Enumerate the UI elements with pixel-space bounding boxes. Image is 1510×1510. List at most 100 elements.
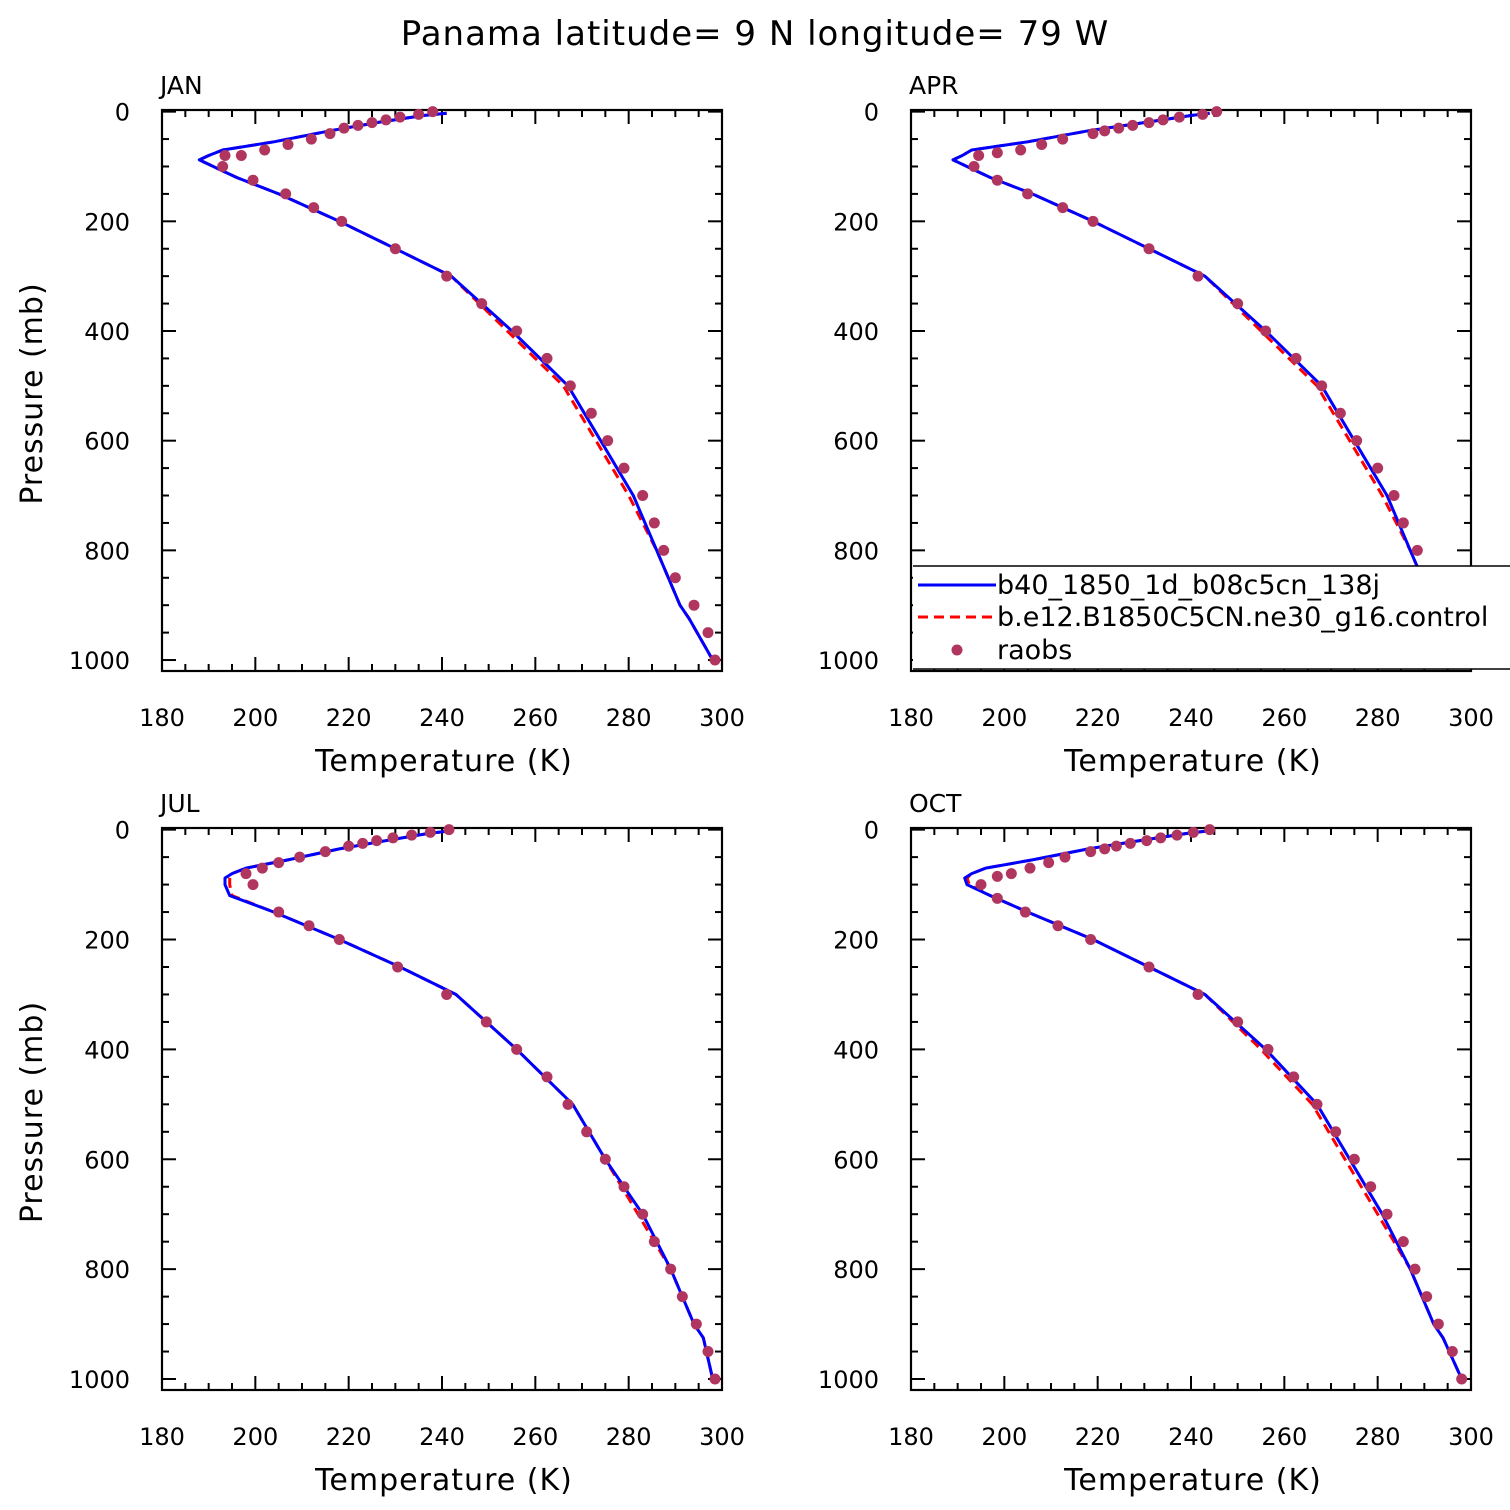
x-tick-label: 200 [232, 704, 278, 732]
x-tick-label: 300 [1448, 1423, 1494, 1451]
x-tick-label: 220 [1075, 1423, 1121, 1451]
raobs-point [618, 462, 630, 474]
raobs-point [676, 1291, 688, 1303]
raobs-point [1456, 1373, 1468, 1385]
series-line-b-e12 [197, 111, 715, 661]
raobs-point [256, 862, 268, 874]
raobs-point [338, 122, 350, 134]
raobs-point [1099, 125, 1111, 137]
series-raobs [975, 824, 1468, 1385]
raobs-point [303, 920, 315, 932]
raobs-point [1143, 243, 1155, 255]
raobs-point [1421, 1291, 1433, 1303]
raobs-point [441, 270, 453, 282]
y-tick-label: 1000 [69, 1366, 130, 1394]
raobs-point [1143, 961, 1155, 973]
raobs-point [476, 298, 488, 310]
raobs-point [1059, 851, 1071, 863]
x-tick-label: 240 [1168, 704, 1214, 732]
y-tick-label: 400 [833, 1036, 879, 1064]
x-tick-label: 180 [139, 1423, 185, 1451]
raobs-point [1171, 829, 1183, 841]
panel-jan: JAN 180 200 220 240 260 280 300 0 200 400 600 800 100… [15, 71, 745, 779]
raobs-point [294, 851, 306, 863]
raobs-point [637, 1208, 649, 1220]
raobs-point [1432, 1318, 1444, 1330]
raobs-point [1124, 837, 1136, 849]
x-tick-label: 200 [232, 1423, 278, 1451]
legend-item: b.e12.B1850C5CN.ne30_g16.control [918, 602, 1488, 633]
x-tick-label: 220 [326, 704, 372, 732]
legend-label: b.e12.B1850C5CN.ne30_g16.control [997, 602, 1488, 633]
raobs-point [973, 150, 985, 162]
raobs-point [1099, 843, 1111, 855]
x-tick-label: 300 [699, 704, 745, 732]
raobs-point [336, 215, 348, 227]
y-tick-label: 600 [833, 1146, 879, 1174]
raobs-point [511, 1043, 523, 1055]
raobs-point [1005, 868, 1017, 880]
raobs-point [387, 832, 399, 844]
raobs-point [392, 961, 404, 973]
panel-oct: OCT 180 200 220 240 260 280 300 0 200 400 600 800 100… [818, 789, 1494, 1498]
x-tick-label: 180 [888, 704, 934, 732]
y-tick-label: 1000 [69, 647, 130, 675]
panel-label: OCT [909, 789, 962, 818]
legend-background [913, 566, 1510, 669]
x-tick-label: 240 [1168, 1423, 1214, 1451]
figure-title: Panama latitude= 9 N longitude= 79 W [401, 14, 1110, 54]
raobs-point [217, 160, 229, 172]
x-tick-label: 280 [606, 704, 652, 732]
raobs-point [665, 1263, 677, 1275]
raobs-point [709, 654, 721, 666]
y-tick-label: 200 [833, 208, 879, 236]
x-tick-label: 260 [1261, 1423, 1307, 1451]
raobs-point [602, 435, 614, 447]
x-tick-label: 300 [699, 1423, 745, 1451]
x-tick-label: 260 [1261, 704, 1307, 732]
raobs-point [975, 879, 987, 891]
raobs-point [1022, 188, 1034, 200]
raobs-point [319, 846, 331, 858]
x-tick-label: 180 [139, 704, 185, 732]
raobs-point [343, 840, 355, 852]
raobs-point [273, 906, 285, 918]
plot-frame [160, 826, 724, 1392]
raobs-point [308, 202, 320, 214]
plot-frame [160, 108, 724, 673]
legend-label: raobs [997, 635, 1072, 666]
x-tick-label: 240 [419, 1423, 465, 1451]
raobs-point [1019, 906, 1031, 918]
raobs-point [991, 892, 1003, 904]
raobs-point [1087, 128, 1099, 140]
raobs-point [599, 1153, 611, 1165]
raobs-point [394, 111, 406, 123]
raobs-point [441, 988, 453, 1000]
raobs-point [1110, 840, 1122, 852]
x-axis-label: Temperature (K) [1063, 1463, 1322, 1498]
raobs-point [1262, 1043, 1274, 1055]
raobs-point [1348, 1153, 1360, 1165]
raobs-point [585, 407, 597, 419]
x-tick-label: 280 [1355, 1423, 1401, 1451]
raobs-point [1197, 108, 1209, 120]
raobs-point [1085, 846, 1097, 858]
panel-label: JUL [158, 789, 200, 818]
series-line-b-e12 [228, 829, 715, 1380]
x-axis-label: Temperature (K) [1063, 744, 1322, 779]
raobs-point [424, 826, 436, 838]
y-tick-label: 400 [84, 318, 130, 346]
raobs-point [1143, 117, 1155, 129]
raobs-point [1388, 490, 1400, 502]
raobs-point [541, 1071, 553, 1083]
x-axis-label: Temperature (K) [314, 1463, 573, 1498]
raobs-point [991, 174, 1003, 186]
raobs-point [333, 934, 345, 946]
raobs-point [1330, 1126, 1342, 1138]
raobs-point [1155, 832, 1167, 844]
raobs-point [637, 490, 649, 502]
raobs-point [1192, 988, 1204, 1000]
series-line-b-e12 [965, 829, 1464, 1380]
legend-marker [951, 644, 963, 656]
